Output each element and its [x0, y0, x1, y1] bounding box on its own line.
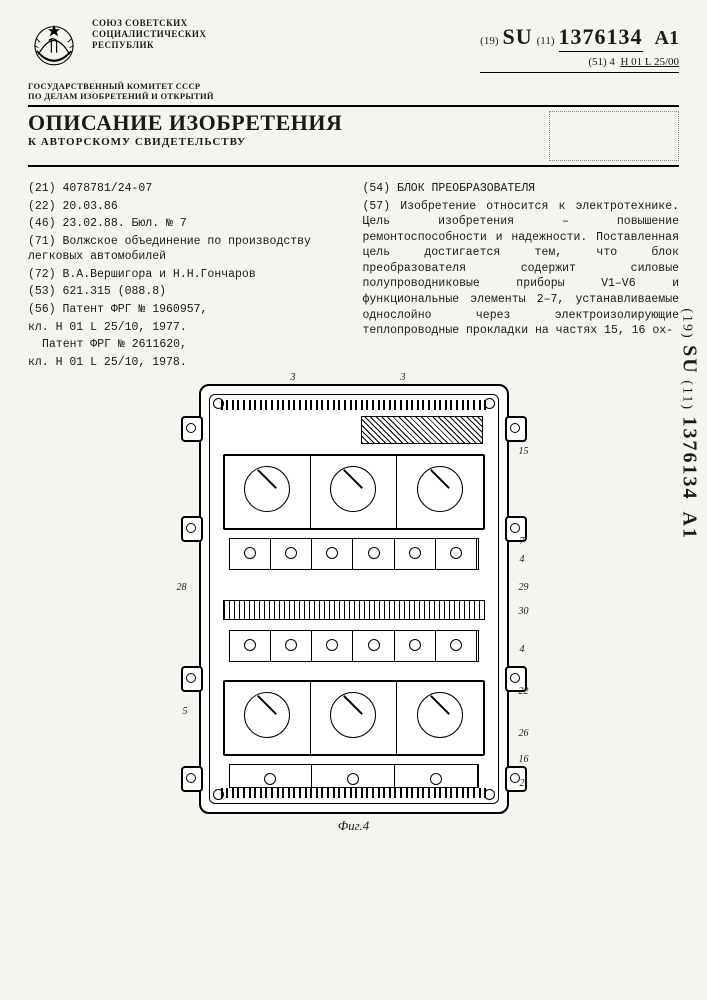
connector-row-lower	[229, 630, 479, 662]
library-stamp	[549, 111, 679, 161]
title-text: ОПИСАНИЕ ИЗОБРЕТЕНИЯ К АВТОРСКОМУ СВИДЕТ…	[28, 111, 342, 148]
bibliographic-columns: (21) 4078781/24-07 (22) 20.03.86 (46) 23…	[28, 181, 679, 372]
module-cell	[225, 456, 311, 528]
mount-tab	[181, 666, 203, 692]
mount-tab	[181, 416, 203, 442]
code-11: (11)	[537, 35, 555, 47]
patent-number: 1376134	[559, 24, 643, 52]
committee-line1: ГОСУДАРСТВЕННЫЙ КОМИТЕТ СССР	[28, 81, 679, 91]
mount-tab	[181, 766, 203, 792]
module-cell	[225, 682, 311, 754]
callout-29: 29	[519, 582, 529, 593]
callout-15: 15	[519, 446, 529, 457]
converter-device-drawing: 3 3 15 7 4 28 29 30 4 22 5 26 16 2	[199, 384, 509, 814]
bottom-bar	[229, 764, 479, 788]
title-block: ОПИСАНИЕ ИЗОБРЕТЕНИЯ К АВТОРСКОМУ СВИДЕТ…	[28, 105, 679, 167]
committee-block: ГОСУДАРСТВЕННЫЙ КОМИТЕТ СССР ПО ДЕЛАМ ИЗ…	[28, 81, 679, 101]
title-main: ОПИСАНИЕ ИЗОБРЕТЕНИЯ	[28, 111, 342, 134]
module-cell	[311, 456, 397, 528]
field-56d: кл. H 01 L 25/10, 1978.	[28, 355, 345, 371]
cls-prefix: (51) 4	[588, 56, 615, 68]
callout-4: 4	[520, 644, 525, 655]
cls-code: H 01 L 25/00	[620, 56, 679, 68]
callout-2: 2	[520, 778, 525, 789]
org-line3: РЕСПУБЛИК	[92, 40, 206, 51]
field-56c: Патент ФРГ № 2611620,	[28, 337, 345, 353]
field-21: (21) 4078781/24-07	[28, 181, 345, 197]
callout-22: 22	[519, 686, 529, 697]
module-row-upper	[223, 454, 485, 530]
side-11: (11)	[680, 380, 695, 411]
field-46: (46) 23.02.88. Бюл. № 7	[28, 216, 345, 232]
side-publication-code: (19) SU (11) 1376134 A1	[678, 308, 701, 540]
committee-line2: ПО ДЕЛАМ ИЗОБРЕТЕНИЙ И ОТКРЫТИЙ	[28, 91, 679, 101]
callout-16: 16	[519, 754, 529, 765]
field-53: (53) 621.315 (088.8)	[28, 284, 345, 300]
publication-number-block: (19) SU (11) 1376134 A1 (51) 4 H 01 L 25…	[480, 18, 679, 73]
heatsink-top	[221, 400, 487, 410]
connector-row-upper	[229, 538, 479, 570]
mount-tab	[181, 516, 203, 542]
patent-page: СОЮЗ СОВЕТСКИХ СОЦИАЛИСТИЧЕСКИХ РЕСПУБЛИ…	[0, 0, 707, 844]
screw-icon	[213, 789, 224, 800]
title-sub: К АВТОРСКОМУ СВИДЕТЕЛЬСТВУ	[28, 136, 342, 148]
side-number: 1376134	[679, 417, 701, 501]
callout-4: 4	[520, 554, 525, 565]
module-cell	[397, 682, 482, 754]
mount-tab	[505, 416, 527, 442]
callout-7: 7	[520, 536, 525, 547]
screw-icon	[484, 398, 495, 409]
right-column: (54) БЛОК ПРЕОБРАЗОВАТЕЛЯ (57) Изобретен…	[363, 181, 680, 372]
hatched-component	[361, 416, 483, 444]
ussr-emblem-icon	[28, 18, 80, 70]
side-19: (19)	[680, 308, 695, 339]
field-56b: кл. H 01 L 25/10, 1977.	[28, 320, 345, 336]
field-71: (71) Волжское объединение по производств…	[28, 234, 345, 265]
side-kind: A1	[679, 512, 701, 540]
heatsink-bottom	[221, 788, 487, 798]
figure-area: 3 3 15 7 4 28 29 30 4 22 5 26 16 2 Фиг.4	[28, 384, 679, 834]
callout-26: 26	[519, 728, 529, 739]
side-country: SU	[679, 345, 701, 375]
callout-5: 5	[183, 706, 188, 717]
field-54: (54) БЛОК ПРЕОБРАЗОВАТЕЛЯ	[363, 181, 680, 197]
module-cell	[397, 456, 482, 528]
terminal-strip	[223, 600, 485, 620]
screw-icon	[213, 398, 224, 409]
callout-30: 30	[519, 606, 529, 617]
screw-icon	[484, 789, 495, 800]
field-72: (72) В.А.Вершигора и Н.Н.Гончаров	[28, 267, 345, 283]
callout-3: 3	[401, 372, 406, 383]
figure-label: Фиг.4	[28, 818, 679, 834]
field-57: (57) Изобретение относится к электротехн…	[363, 199, 680, 339]
field-56a: (56) Патент ФРГ № 1960957,	[28, 302, 345, 318]
header-row: СОЮЗ СОВЕТСКИХ СОЦИАЛИСТИЧЕСКИХ РЕСПУБЛИ…	[28, 18, 679, 73]
country-code: SU	[503, 24, 533, 49]
kind-code: A1	[655, 27, 679, 49]
field-22: (22) 20.03.86	[28, 199, 345, 215]
issuing-org: СОЮЗ СОВЕТСКИХ СОЦИАЛИСТИЧЕСКИХ РЕСПУБЛИ…	[92, 18, 206, 50]
org-line2: СОЦИАЛИСТИЧЕСКИХ	[92, 29, 206, 40]
classification: (51) 4 H 01 L 25/00	[480, 56, 679, 73]
callout-3: 3	[291, 372, 296, 383]
callout-28: 28	[177, 582, 187, 593]
code-19: (19)	[480, 35, 498, 47]
left-column: (21) 4078781/24-07 (22) 20.03.86 (46) 23…	[28, 181, 345, 372]
module-cell	[311, 682, 397, 754]
module-row-lower	[223, 680, 485, 756]
org-line1: СОЮЗ СОВЕТСКИХ	[92, 18, 206, 29]
